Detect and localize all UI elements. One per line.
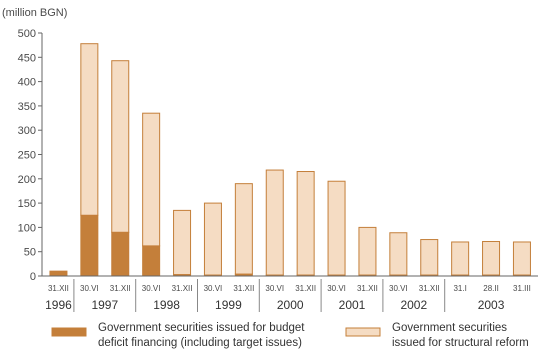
x-tick-label: 31.XII <box>357 284 378 293</box>
x-tick-label: 31.III <box>513 284 531 293</box>
x-tick-label: 31.XII <box>419 284 440 293</box>
bar-segment <box>49 270 68 277</box>
x-tick-label: 31.XII <box>48 284 69 293</box>
x-tick-label: 31.XII <box>295 284 316 293</box>
year-label: 1998 <box>153 298 180 312</box>
bar-segment <box>389 232 408 276</box>
bars <box>49 43 531 277</box>
x-tick-label: 31.I <box>453 284 466 293</box>
y-tick-label: 250 <box>18 150 36 162</box>
bar-segment <box>296 171 315 276</box>
legend-swatch <box>51 327 87 337</box>
y-tick-label: 100 <box>18 222 36 234</box>
x-tick-label: 31.XII <box>110 284 131 293</box>
bar-segment <box>265 169 284 276</box>
legend-label: Government securities <box>392 322 507 334</box>
bar-segment <box>482 240 501 276</box>
x-tick-label: 28.II <box>483 284 499 293</box>
y-tick-label: 450 <box>18 52 36 64</box>
x-tick-label: 30.VI <box>327 284 346 293</box>
legend-label: Government securities issued for budget <box>98 322 305 334</box>
y-tick-label: 400 <box>18 77 36 89</box>
year-label: 1997 <box>91 298 118 312</box>
y-tick-label: 350 <box>18 101 36 113</box>
bar-segment <box>451 241 470 276</box>
y-tick-label: 0 <box>30 271 36 283</box>
y-tick-label: 300 <box>18 125 36 137</box>
legend-label: deficit financing (including target issu… <box>98 337 302 349</box>
x-tick-label: 30.VI <box>204 284 223 293</box>
bar-segment <box>512 241 531 276</box>
x-tick-label: 30.VI <box>142 284 161 293</box>
y-tick-label: 500 <box>18 28 36 40</box>
y-tick-label: 150 <box>18 198 36 210</box>
legend: Government securities issued for budget d… <box>51 322 529 349</box>
y-tick-label: 200 <box>18 174 36 186</box>
year-label: 2000 <box>277 298 304 312</box>
year-label: 2003 <box>478 298 505 312</box>
bar-segment <box>234 183 253 275</box>
year-label: 2001 <box>339 298 366 312</box>
x-axis: 31.XII 30.VI 31.XII 30.VI 31.XII 30.VI 31.XII 3… <box>42 275 538 312</box>
y-tick-label: 50 <box>24 247 36 259</box>
bar-segment <box>173 209 192 276</box>
x-tick-label: 30.VI <box>265 284 284 293</box>
bar-segment <box>142 245 161 277</box>
year-label: 2002 <box>400 298 427 312</box>
bar-segment <box>420 239 439 276</box>
bar-segment <box>327 180 346 276</box>
bar-segment <box>358 226 377 276</box>
legend-swatch <box>345 327 381 337</box>
x-tick-label: 31.XII <box>172 284 193 293</box>
year-label: 1996 <box>45 298 72 312</box>
bar-segment <box>80 214 99 277</box>
x-tick-label: 31.XII <box>233 284 254 293</box>
x-tick-label: 30.VI <box>80 284 99 293</box>
bar-segment <box>142 112 161 247</box>
y-axis: 0 50 100 150 200 250 300 350 400 450 500 <box>18 28 43 283</box>
bar-segment <box>203 202 222 276</box>
bar-segment <box>111 231 130 277</box>
bar-segment <box>80 43 99 216</box>
year-label: 1999 <box>215 298 242 312</box>
bar-segment <box>111 60 130 233</box>
y-unit-label: (million BGN) <box>2 7 67 19</box>
legend-label: issued for structural reform <box>392 337 529 349</box>
x-tick-label: 30.VI <box>389 284 408 293</box>
